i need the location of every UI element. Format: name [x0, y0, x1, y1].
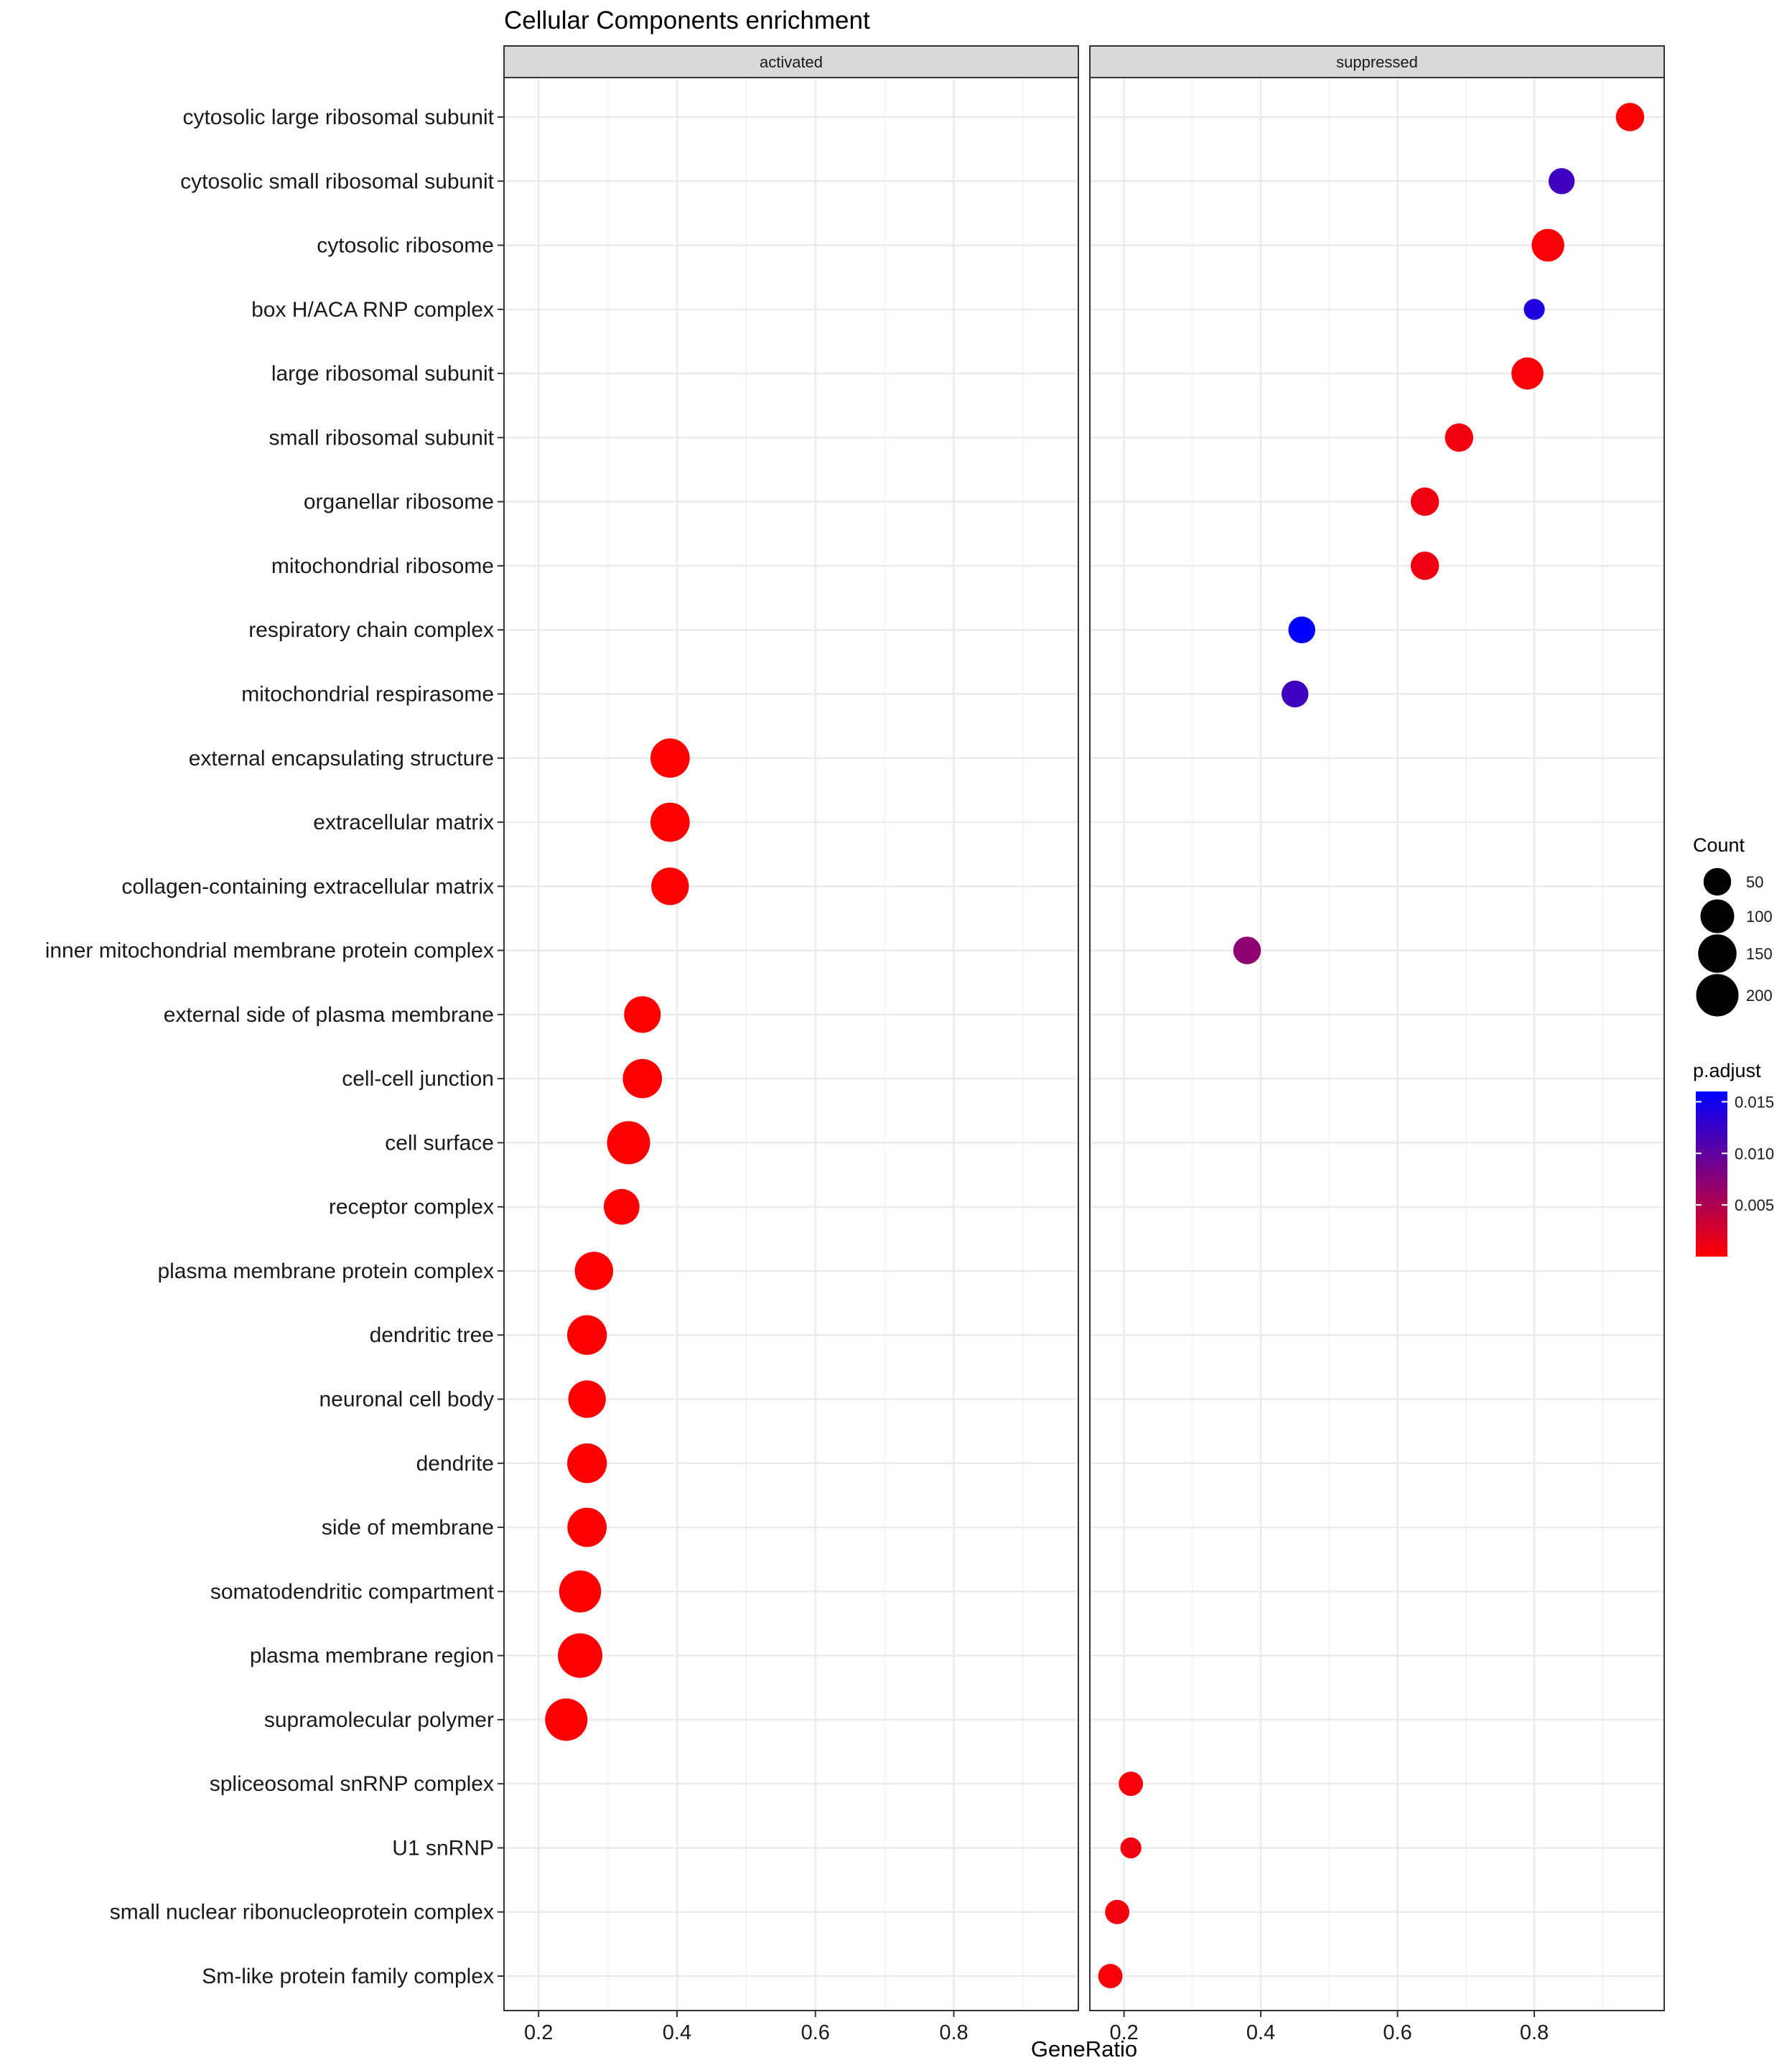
data-point — [651, 867, 689, 905]
x-tick-label: 0.2 — [524, 2021, 553, 2044]
count-legend-key — [1700, 899, 1735, 933]
data-point — [559, 1570, 602, 1613]
count-legend-key — [1703, 867, 1732, 896]
x-axis-ticks: 0.2 0.4 0.6 0.8 0.2 0.4 0.6 0.8 — [524, 2011, 1549, 2044]
padjust-colorbar — [1696, 1091, 1727, 1257]
data-point — [1119, 1771, 1144, 1797]
x-tick-label: 0.4 — [663, 2021, 691, 2044]
category-label: external side of plasma membrane — [164, 1003, 494, 1027]
category-label: collagen-containing extracellular matrix — [121, 875, 494, 898]
data-point — [567, 1443, 607, 1484]
category-label: supramolecular polymer — [264, 1708, 494, 1732]
data-point — [650, 738, 690, 778]
count-legend-label: 50 — [1746, 873, 1763, 891]
x-tick-label: 0.4 — [1246, 2021, 1275, 2044]
category-label: dendritic tree — [370, 1323, 494, 1347]
data-point — [1615, 103, 1645, 131]
data-point — [607, 1121, 650, 1165]
chart-title: Cellular Components enrichment — [504, 6, 870, 34]
data-point — [650, 802, 690, 842]
x-tick-label: 0.8 — [939, 2021, 968, 2044]
data-point — [568, 1380, 606, 1418]
data-point — [1523, 299, 1545, 320]
data-point — [1098, 1964, 1123, 1988]
colorbar-label: 0.010 — [1735, 1145, 1774, 1163]
category-label: external encapsulating structure — [189, 747, 494, 770]
data-point — [1233, 936, 1261, 964]
category-label: spliceosomal snRNP complex — [210, 1772, 494, 1796]
count-legend-label: 150 — [1746, 945, 1773, 963]
category-label: somatodendritic compartment — [210, 1580, 495, 1603]
category-label: Sm-like protein family complex — [202, 1965, 494, 1988]
x-axis-title: GeneRatio — [1031, 2036, 1137, 2062]
count-legend-key — [1696, 974, 1739, 1017]
category-label: plasma membrane protein complex — [157, 1259, 494, 1283]
category-label: plasma membrane region — [250, 1644, 494, 1668]
category-label: small ribosomal subunit — [269, 426, 495, 450]
category-label: U1 snRNP — [392, 1836, 494, 1860]
category-label: cell surface — [385, 1131, 494, 1155]
category-label: box H/ACA RNP complex — [251, 298, 494, 322]
category-label: cytosolic ribosome — [317, 234, 494, 258]
data-point — [558, 1633, 603, 1678]
count-legend-label: 100 — [1746, 908, 1773, 926]
data-point — [1120, 1837, 1142, 1859]
panel-background — [504, 78, 1078, 2011]
data-point — [574, 1252, 614, 1290]
facet-strip — [1089, 45, 1665, 78]
data-point — [1410, 487, 1439, 516]
data-point — [1288, 616, 1315, 643]
x-tick-label: 0.6 — [1383, 2021, 1411, 2044]
category-label: large ribosomal subunit — [271, 362, 495, 386]
category-label: mitochondrial respirasome — [241, 682, 494, 706]
data-point — [1105, 1899, 1130, 1924]
category-label: respiratory chain complex — [248, 618, 494, 642]
facet-strip-label: activated — [760, 53, 823, 71]
count-legend-label: 200 — [1746, 987, 1773, 1005]
category-labels: cytosolic large ribosomal subunit cytosol… — [45, 106, 504, 1988]
data-point — [545, 1698, 588, 1741]
category-label: cell-cell junction — [342, 1067, 494, 1091]
x-tick-label: 0.8 — [1520, 2021, 1549, 2044]
category-label: dendrite — [416, 1452, 494, 1476]
padjust-legend-title: p.adjust — [1693, 1060, 1761, 1081]
category-label: extracellular matrix — [313, 811, 494, 834]
colorbar-label: 0.005 — [1735, 1196, 1774, 1214]
data-point — [1281, 680, 1309, 708]
facet-strip-label: suppressed — [1336, 53, 1418, 71]
category-label: receptor complex — [329, 1196, 494, 1219]
data-point — [622, 1058, 663, 1099]
panel-suppressed: suppressed — [1089, 45, 1665, 2011]
data-point — [1548, 168, 1575, 195]
category-label: side of membrane — [322, 1516, 494, 1540]
x-tick-label: 0.2 — [1109, 2021, 1138, 2044]
data-point — [1511, 357, 1544, 390]
facet-strip — [503, 45, 1079, 78]
data-point — [603, 1188, 640, 1225]
data-point — [1531, 228, 1564, 262]
facet-panels: activated suppressed — [503, 45, 1665, 2011]
colorbar-label: 0.015 — [1735, 1093, 1774, 1111]
data-point — [624, 996, 661, 1033]
category-label: cytosolic large ribosomal subunit — [182, 106, 494, 129]
panel-background — [1090, 78, 1664, 2011]
data-point — [567, 1315, 607, 1355]
count-legend-key — [1698, 934, 1737, 973]
category-label: inner mitochondrial membrane protein com… — [45, 939, 494, 963]
data-point — [567, 1507, 607, 1547]
x-tick-label: 0.6 — [801, 2021, 830, 2044]
category-label: small nuclear ribonucleoprotein complex — [110, 1901, 494, 1924]
category-label: organellar ribosome — [304, 490, 494, 514]
data-point — [1410, 551, 1439, 580]
category-label: cytosolic small ribosomal subunit — [180, 169, 494, 193]
panel-activated: activated — [503, 45, 1079, 2011]
category-label: neuronal cell body — [319, 1388, 494, 1412]
category-label: mitochondrial ribosome — [271, 554, 494, 578]
data-point — [1445, 423, 1474, 452]
count-legend-title: Count — [1693, 834, 1745, 856]
